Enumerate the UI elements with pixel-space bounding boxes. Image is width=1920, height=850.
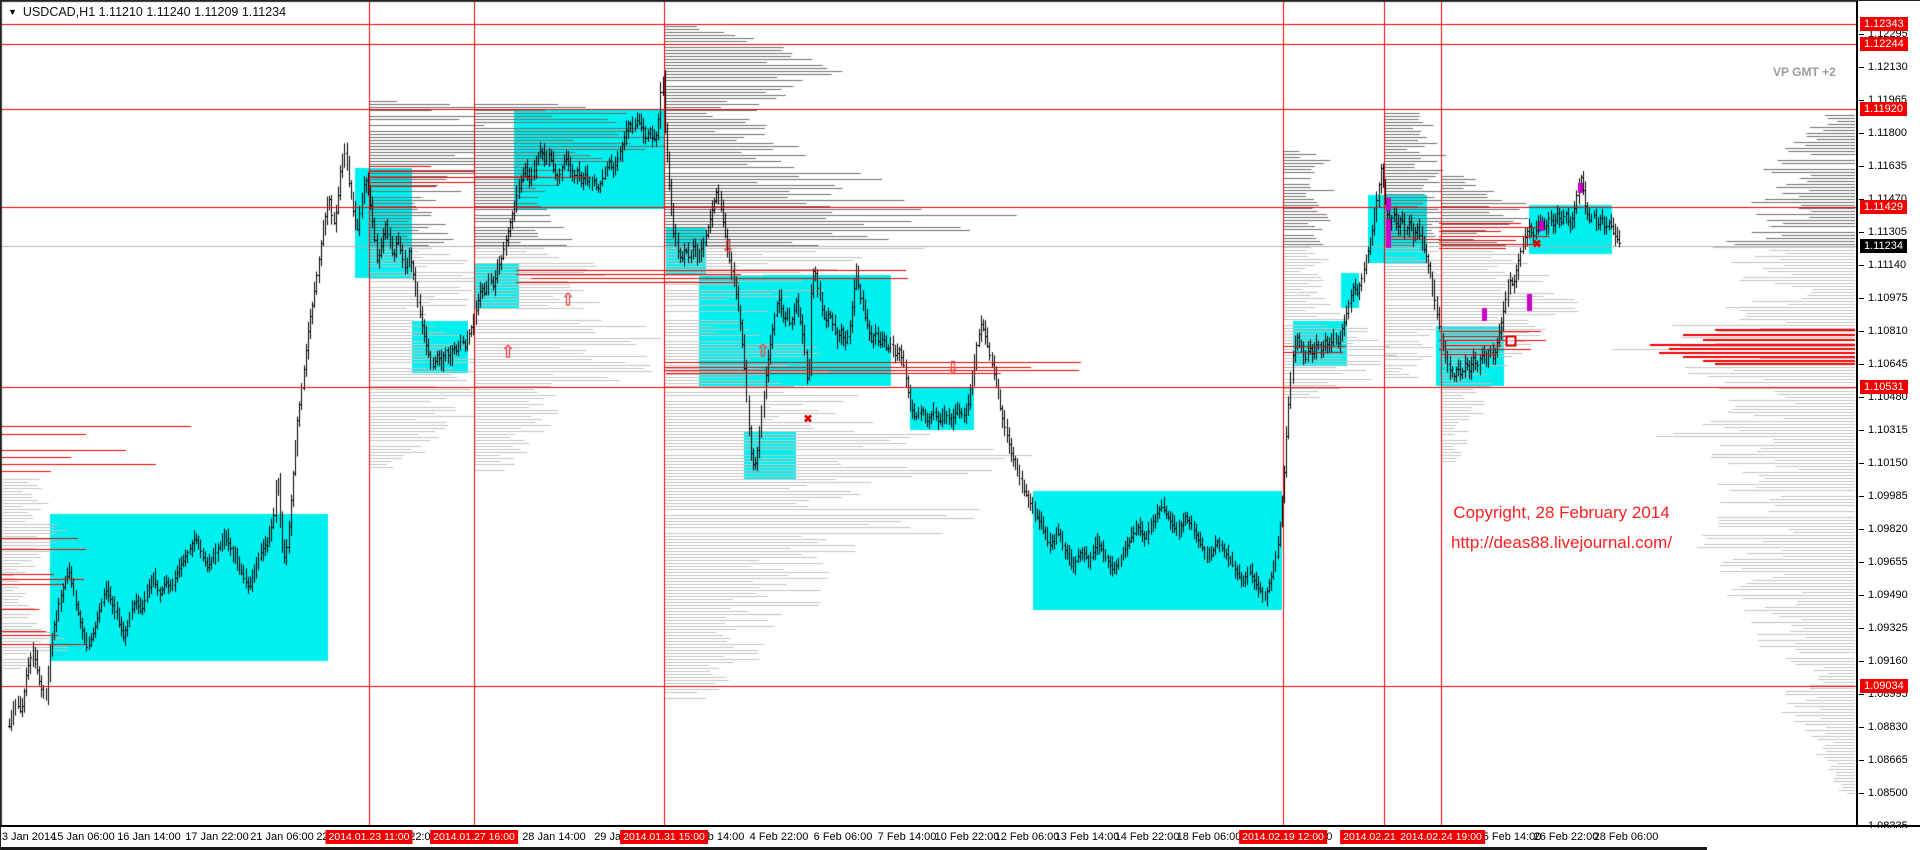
copyright-line2: http://deas88.livejournal.com/ <box>1450 532 1673 552</box>
price-tick-mark <box>1859 562 1864 563</box>
vline-time-label: 2014.01.23 11:00 <box>325 830 413 844</box>
price-tick-label: 1.09325 <box>1868 622 1908 634</box>
time-tick-label: 26 Feb 22:00 <box>1533 831 1599 843</box>
time-tick-label: 13 Feb 14:00 <box>1054 831 1120 843</box>
price-level-label: 1.09034 <box>1860 679 1908 693</box>
price-tick-mark <box>1859 760 1864 761</box>
price-tick-label: 1.08665 <box>1868 754 1908 766</box>
arrow-down-marker[interactable]: ⇩ <box>945 358 961 378</box>
price-tick-mark <box>1859 298 1864 299</box>
price-tick-mark <box>1859 661 1864 662</box>
time-tick-label: 6 Feb 06:00 <box>813 831 873 843</box>
price-tick-label: 1.09655 <box>1868 556 1908 568</box>
price-tick-mark <box>1859 199 1864 200</box>
price-tick-label: 1.10645 <box>1868 358 1908 370</box>
price-tick-mark <box>1859 463 1864 464</box>
window-bottom-border <box>1 847 1707 850</box>
time-tick-label: 12 Feb 06:00 <box>994 831 1060 843</box>
time-tick-label: 13 Jan 2014 <box>0 831 57 843</box>
time-axis-separator <box>1 825 1920 827</box>
vline-time-label: 2014.02.24 19:00 <box>1397 830 1485 844</box>
symbol-bar: ▼ USDCAD,H1 1.11210 1.11240 1.11209 1.11… <box>8 5 286 19</box>
price-tick-label: 1.11635 <box>1868 160 1907 172</box>
square-marker[interactable] <box>1505 335 1517 347</box>
price-tick-label: 1.12130 <box>1868 61 1908 73</box>
price-tick-label: 1.11800 <box>1868 127 1907 139</box>
time-axis[interactable]: 13 Jan 2014 15 Jan 06:00 16 Jan 14:00 17 Ja… <box>1 828 1920 848</box>
price-level-label: 1.12244 <box>1860 37 1908 51</box>
price-tick-mark <box>1859 364 1864 365</box>
price-tick-label: 1.08830 <box>1868 721 1908 733</box>
copyright-line1: Copyright, 28 February 2014 <box>1453 503 1670 522</box>
price-tick-mark <box>1859 529 1864 530</box>
price-level-label: 1.11429 <box>1860 200 1907 214</box>
price-tick-label: 1.08500 <box>1868 787 1908 799</box>
time-tick-label: 14 Feb 22:00 <box>1114 831 1180 843</box>
vline-time-label: 2014.01.27 16:00 <box>430 830 518 844</box>
time-tick-label: 16 Jan 14:00 <box>117 831 181 843</box>
price-tick-label: 1.11305 <box>1868 226 1907 238</box>
time-tick-label: 15 Jan 06:00 <box>51 831 115 843</box>
cross-marker[interactable]: ✖ <box>803 413 813 426</box>
price-tick-mark <box>1859 331 1864 332</box>
current-price-label: 1.11234 <box>1860 239 1907 253</box>
time-tick-label: 10 Feb 22:00 <box>934 831 1000 843</box>
price-tick-mark <box>1859 265 1864 266</box>
price-tick-mark <box>1859 826 1864 827</box>
time-tick-label: 25 Feb 14:00 <box>1476 831 1542 843</box>
price-tick-label: 1.10315 <box>1868 424 1908 436</box>
time-tick-label: 28 Feb 06:00 <box>1593 831 1659 843</box>
price-tick-mark <box>1859 100 1864 101</box>
price-tick-mark <box>1859 166 1864 167</box>
price-tick-mark <box>1859 727 1864 728</box>
price-tick-mark <box>1859 430 1864 431</box>
vline-time-label: 2014.02.19 12:00 <box>1239 830 1327 844</box>
price-tick-mark <box>1859 496 1864 497</box>
price-tick-mark <box>1859 694 1864 695</box>
price-tick-mark <box>1859 397 1864 398</box>
time-tick-label: 28 Jan 14:00 <box>522 831 586 843</box>
price-tick-mark <box>1859 232 1864 233</box>
vline-time-label: 2014.01.31 15:00 <box>620 830 708 844</box>
arrow-up-marker[interactable]: ⇧ <box>560 290 576 310</box>
price-level-label: 1.12343 <box>1860 17 1908 31</box>
price-tick-mark <box>1859 67 1864 68</box>
arrow-down-marker[interactable]: ⇩ <box>720 237 736 257</box>
price-axis-separator <box>1856 1 1858 825</box>
price-level-label: 1.10531 <box>1860 380 1908 394</box>
arrow-up-marker[interactable]: ⇧ <box>755 341 771 361</box>
price-tick-label: 1.10975 <box>1868 292 1908 304</box>
time-tick-label: 17 Jan 22:00 <box>185 831 249 843</box>
cross-marker[interactable]: ✖ <box>1532 238 1542 251</box>
price-tick-mark <box>1859 628 1864 629</box>
chart-canvas[interactable] <box>1 1 1858 825</box>
copyright-note: Copyright, 28 February 2014 http://deas8… <box>1449 498 1674 558</box>
price-tick-label: 1.09160 <box>1868 655 1908 667</box>
price-tick-mark <box>1859 793 1864 794</box>
arrow-up-marker[interactable]: ⇧ <box>500 342 516 362</box>
price-tick-label: 1.09985 <box>1868 490 1908 502</box>
time-tick-label: 7 Feb 14:00 <box>877 831 937 843</box>
price-tick-label: 1.09490 <box>1868 589 1908 601</box>
price-tick-mark <box>1859 133 1864 134</box>
price-tick-label: 1.10480 <box>1868 391 1908 403</box>
time-tick-label: 18 Feb 06:00 <box>1176 831 1242 843</box>
price-tick-mark <box>1859 34 1864 35</box>
price-tick-label: 1.09820 <box>1868 523 1908 535</box>
price-tick-mark <box>1859 595 1864 596</box>
time-tick-label: 21 Jan 06:00 <box>250 831 314 843</box>
symbol-title: USDCAD,H1 1.11210 1.11240 1.11209 1.1123… <box>22 5 287 19</box>
price-level-label: 1.11920 <box>1860 102 1907 116</box>
symbol-dropdown-icon[interactable]: ▼ <box>8 7 17 17</box>
price-axis[interactable]: 1.12295 1.12130 1.11965 1.11800 1.11635 1.114… <box>1859 1 1920 832</box>
time-tick-label: 4 Feb 22:00 <box>749 831 809 843</box>
price-tick-label: 1.10810 <box>1868 325 1908 337</box>
price-tick-label: 1.10150 <box>1868 457 1908 469</box>
price-tick-label: 1.11140 <box>1868 259 1907 271</box>
volume-profile-label: VP GMT +2 <box>1773 65 1836 79</box>
